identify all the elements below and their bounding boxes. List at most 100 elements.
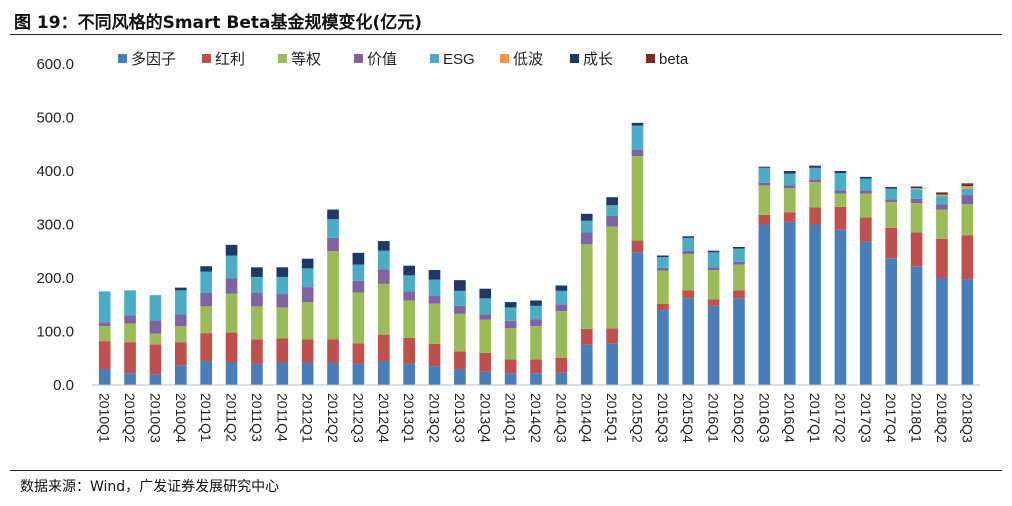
x-tick-label: 2017Q3 — [858, 393, 874, 443]
bar-segment-2011Q3-4 — [251, 276, 263, 293]
x-tick-label: 2012Q1 — [300, 393, 316, 443]
bar-segment-2013Q4-0 — [479, 371, 492, 386]
legend-item-7: beta — [646, 51, 689, 68]
x-tick-label: 2015Q4 — [680, 393, 696, 443]
bar-segment-2018Q3-2 — [961, 204, 974, 236]
bar-segment-2014Q3-1 — [555, 357, 568, 373]
bar-segment-2016Q4-6 — [783, 171, 796, 174]
x-tick-label: 2017Q1 — [807, 393, 823, 443]
bar-segment-2018Q3-5 — [961, 185, 974, 189]
figure-title: 图 19：不同风格的Smart Beta基金规模变化(亿元) — [14, 13, 423, 33]
figure-header: 图 19：不同风格的Smart Beta基金规模变化(亿元) — [10, 4, 1002, 34]
bar-segment-2013Q2-1 — [428, 343, 441, 367]
bar-segment-2018Q3-3 — [961, 195, 974, 205]
bar-segment-2016Q4-0 — [783, 221, 796, 385]
legend-label: 多因子 — [131, 51, 176, 68]
bar-segment-2011Q3-3 — [251, 292, 263, 307]
bar-segment-2011Q3-1 — [251, 339, 263, 364]
bar-segment-2015Q2-2 — [631, 156, 644, 241]
bar-segment-2010Q3-3 — [149, 320, 162, 334]
bar-segment-2016Q4-1 — [783, 212, 796, 222]
legend-swatch — [202, 54, 211, 63]
bar-segment-2017Q3-3 — [859, 190, 872, 194]
bar-segment-2018Q1-5 — [910, 188, 923, 190]
bar-segment-2017Q1-2 — [809, 182, 821, 208]
bar-segment-2013Q2-4 — [428, 279, 441, 296]
legend-swatch — [500, 54, 509, 63]
bar-segment-2013Q2-0 — [428, 366, 441, 385]
bar-segment-2018Q3-7 — [961, 183, 974, 185]
bar-segment-2018Q1-2 — [910, 203, 923, 233]
bar-segment-2018Q1-6 — [910, 186, 923, 189]
bar-segment-2015Q3-1 — [657, 303, 669, 311]
bar-segment-2012Q4-3 — [377, 269, 390, 284]
bar-segment-2013Q2-2 — [428, 303, 441, 344]
bar-segment-2012Q4-0 — [377, 360, 390, 385]
legend-swatch — [570, 54, 579, 63]
y-axis: 0.0 100.0 200.0 300.0 400.0 500.0 600.0 — [36, 56, 74, 394]
bar-segment-2018Q3-0 — [961, 279, 974, 385]
bar-segment-2017Q2-4 — [834, 173, 847, 191]
bar-segment-2017Q3-4 — [859, 178, 872, 191]
bar-segment-2010Q1-3 — [98, 322, 111, 327]
bar-segment-2018Q3-6 — [961, 184, 974, 186]
bar-segment-2018Q3-4 — [961, 188, 974, 196]
x-tick-label: 2015Q1 — [604, 393, 620, 443]
bar-segment-2018Q2-4 — [936, 196, 948, 205]
x-tick-label: 2016Q4 — [782, 393, 798, 443]
bar-segment-2011Q1-6 — [200, 266, 213, 272]
bar-segment-2010Q3-4 — [149, 295, 162, 321]
bar-segment-2013Q3-2 — [454, 313, 466, 352]
bar-segment-2013Q2-6 — [428, 269, 441, 280]
bar-segment-2017Q1-3 — [809, 179, 821, 183]
bar-segment-2018Q2-0 — [936, 278, 948, 385]
bar-segment-2012Q2-1 — [327, 339, 339, 363]
bar-segment-2010Q4-0 — [174, 365, 187, 385]
bar-segment-2017Q2-2 — [834, 193, 847, 207]
bar-segment-2013Q1-4 — [403, 275, 415, 292]
bar-segment-2013Q2-3 — [428, 295, 441, 304]
bar-segment-2016Q3-4 — [758, 167, 771, 183]
bar-segment-2011Q4-1 — [276, 338, 289, 363]
bar-segment-2012Q4-2 — [377, 283, 390, 335]
bar-segment-2016Q1-6 — [707, 250, 720, 253]
legend-item-3: 价值 — [354, 51, 397, 68]
bar-segment-2017Q2-6 — [834, 171, 847, 174]
bar-segment-2011Q2-3 — [225, 278, 238, 294]
bar-segment-2016Q3-6 — [758, 166, 771, 168]
legend-label: 价值 — [367, 51, 397, 68]
bar-segment-2013Q3-3 — [454, 305, 466, 314]
bar-segment-2016Q2-2 — [733, 264, 745, 291]
bar-segment-2011Q2-6 — [225, 244, 238, 256]
x-tick-label: 2013Q2 — [427, 393, 443, 443]
bar-segment-2017Q2-3 — [834, 190, 847, 194]
y-tick-label: 100.0 — [36, 324, 74, 341]
bar-segment-2018Q1-3 — [910, 198, 923, 204]
bar-segment-2015Q4-3 — [682, 250, 695, 254]
legend-item-0: 多因子 — [118, 51, 176, 68]
bar-segment-2010Q1-1 — [98, 341, 111, 369]
bar-segment-2014Q3-2 — [555, 311, 568, 358]
bar-segment-2015Q1-1 — [606, 328, 618, 344]
bar-segment-2014Q1-2 — [504, 328, 517, 360]
x-tick-label: 2010Q4 — [173, 393, 189, 443]
bar-segment-2010Q2-2 — [124, 323, 136, 343]
x-tick-label: 2012Q2 — [325, 393, 341, 443]
bar-segment-2011Q4-2 — [276, 307, 289, 339]
bar-segment-2011Q1-2 — [200, 306, 213, 334]
bar-segment-2015Q2-3 — [631, 149, 644, 157]
x-tick-label: 2018Q1 — [909, 393, 925, 443]
bar-segment-2012Q3-1 — [352, 343, 365, 364]
bar-segment-2017Q3-1 — [859, 217, 872, 242]
bottom-rule — [10, 470, 1002, 471]
bar-segment-2017Q4-4 — [885, 188, 898, 200]
bar-segment-2012Q4-4 — [377, 250, 390, 270]
bar-segment-2015Q3-4 — [657, 257, 669, 268]
bar-segment-2013Q1-2 — [403, 300, 415, 338]
legend-item-4: ESG — [430, 51, 475, 68]
bar-segment-2013Q1-0 — [403, 363, 415, 385]
bar-segment-2018Q2-6 — [936, 193, 948, 195]
legend-swatch — [646, 54, 655, 63]
x-tick-label: 2013Q1 — [401, 393, 417, 443]
x-tick-label: 2015Q3 — [655, 393, 671, 443]
